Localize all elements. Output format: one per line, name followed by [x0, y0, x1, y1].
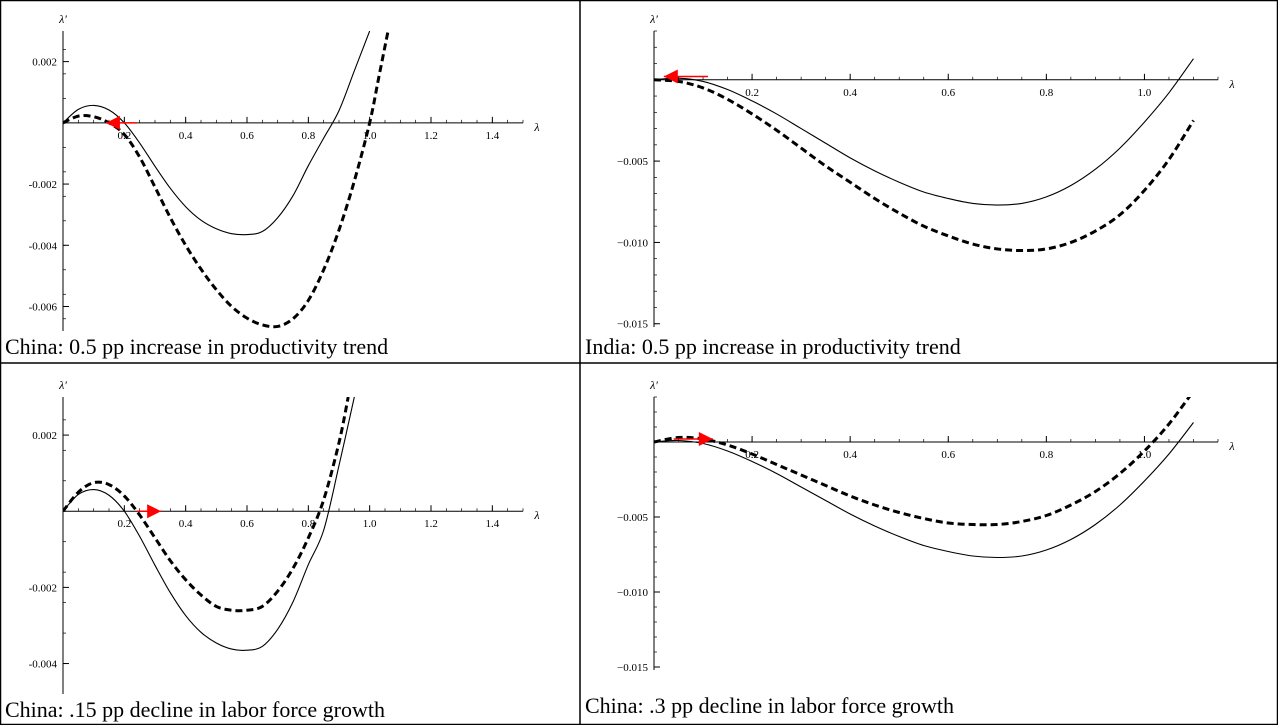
x-tick-label: 0.6 — [240, 518, 254, 530]
x-tick-label: 1.2 — [424, 130, 438, 142]
shift-arrow-head — [105, 115, 120, 130]
x-tick-label: 0.4 — [179, 130, 193, 142]
series-solid-line — [654, 422, 1194, 559]
x-tick-label: 1.0 — [1138, 449, 1152, 461]
panel-caption: China: 0.5 pp increase in productivity t… — [5, 334, 389, 359]
y-axis-label: λ′ — [649, 378, 658, 392]
x-tick-label: 0.4 — [843, 449, 857, 461]
y-tick-label: 0.002 — [32, 430, 57, 442]
y-tick-label: −0.005 — [617, 156, 648, 168]
x-tick-label: 0.6 — [941, 449, 955, 461]
x-tick-label: 1.4 — [485, 518, 499, 530]
x-tick-label: 0.6 — [240, 130, 254, 142]
x-tick-label: 1.0 — [1138, 87, 1152, 99]
series-solid-line — [654, 58, 1194, 206]
panel-caption: China: .15 pp decline in labor force gro… — [5, 697, 386, 722]
y-axis-label: λ′ — [58, 12, 67, 26]
shift-arrow-head — [147, 504, 162, 519]
x-tick-label: 1.2 — [424, 518, 438, 530]
shift-arrow-head — [698, 432, 713, 446]
series-solid-line — [63, 31, 371, 236]
y-axis-label: λ′ — [649, 12, 658, 26]
panel-india-productivity: −0.005 −0.010 −0.015 0.2 0.4 0.6 0.8 1.0 λ λ′ Ind… — [581, 1, 1277, 362]
x-axis-label: λ — [1228, 77, 1234, 91]
x-tick-label: 0.8 — [301, 130, 315, 142]
panel-caption: China: .3 pp decline in labor force grow… — [585, 693, 955, 718]
y-tick-label: -0.002 — [29, 582, 57, 594]
y-tick-label: −0.010 — [617, 587, 648, 599]
y-tick-label: -0.004 — [29, 240, 58, 252]
y-tick-label: 0.002 — [32, 57, 57, 69]
y-tick-label: −0.005 — [617, 512, 648, 524]
x-axis-label: λ — [533, 120, 539, 134]
series-dashed-line — [63, 31, 390, 329]
y-tick-label: -0.004 — [29, 659, 58, 671]
y-axis-label: λ′ — [58, 378, 67, 392]
x-tick-label: 0.2 — [745, 87, 759, 99]
series-dashed-line — [654, 397, 1191, 527]
y-tick-label: −0.010 — [617, 237, 648, 249]
x-axis-label: λ — [1228, 439, 1234, 453]
series-dashed-line — [63, 397, 350, 613]
plot-india-productivity: −0.005 −0.010 −0.015 0.2 0.4 0.6 0.8 1.0 λ λ′ — [617, 12, 1235, 331]
x-tick-label: 1.0 — [363, 130, 377, 142]
panel-china-labor-03: −0.005 −0.010 −0.015 0.2 0.4 0.6 0.8 1.0 λ λ′ Chi… — [581, 364, 1277, 724]
y-tick-label: -0.002 — [29, 179, 57, 191]
shift-arrow-head — [663, 69, 678, 84]
y-tick-label: −0.015 — [617, 662, 648, 674]
y-tick-label: −0.015 — [617, 319, 648, 331]
series-solid-line — [63, 397, 355, 651]
panel-caption: India: 0.5 pp increase in productivity t… — [585, 334, 961, 359]
x-tick-label: 1.4 — [485, 130, 499, 142]
x-tick-label: 0.2 — [117, 518, 131, 530]
x-tick-label: 0.4 — [179, 518, 193, 530]
panel-china-productivity: 0.002 -0.002 -0.004 -0.006 0.2 0.4 0.6 0.8 1.0 1.… — [1, 1, 579, 362]
x-tick-label: 0.8 — [1039, 87, 1053, 99]
x-axis-label: λ — [533, 508, 539, 522]
series-dashed-line — [654, 78, 1195, 253]
x-tick-label: 0.6 — [941, 87, 955, 99]
x-tick-label: 1.0 — [363, 518, 377, 530]
x-tick-label: 0.4 — [843, 87, 857, 99]
x-tick-label: 0.8 — [1039, 449, 1053, 461]
y-tick-label: -0.006 — [29, 302, 58, 314]
panel-china-labor-015: 0.002 -0.002 -0.004 0.2 0.4 0.6 0.8 1.0 1.2 1.4 λ λ… — [1, 364, 579, 724]
